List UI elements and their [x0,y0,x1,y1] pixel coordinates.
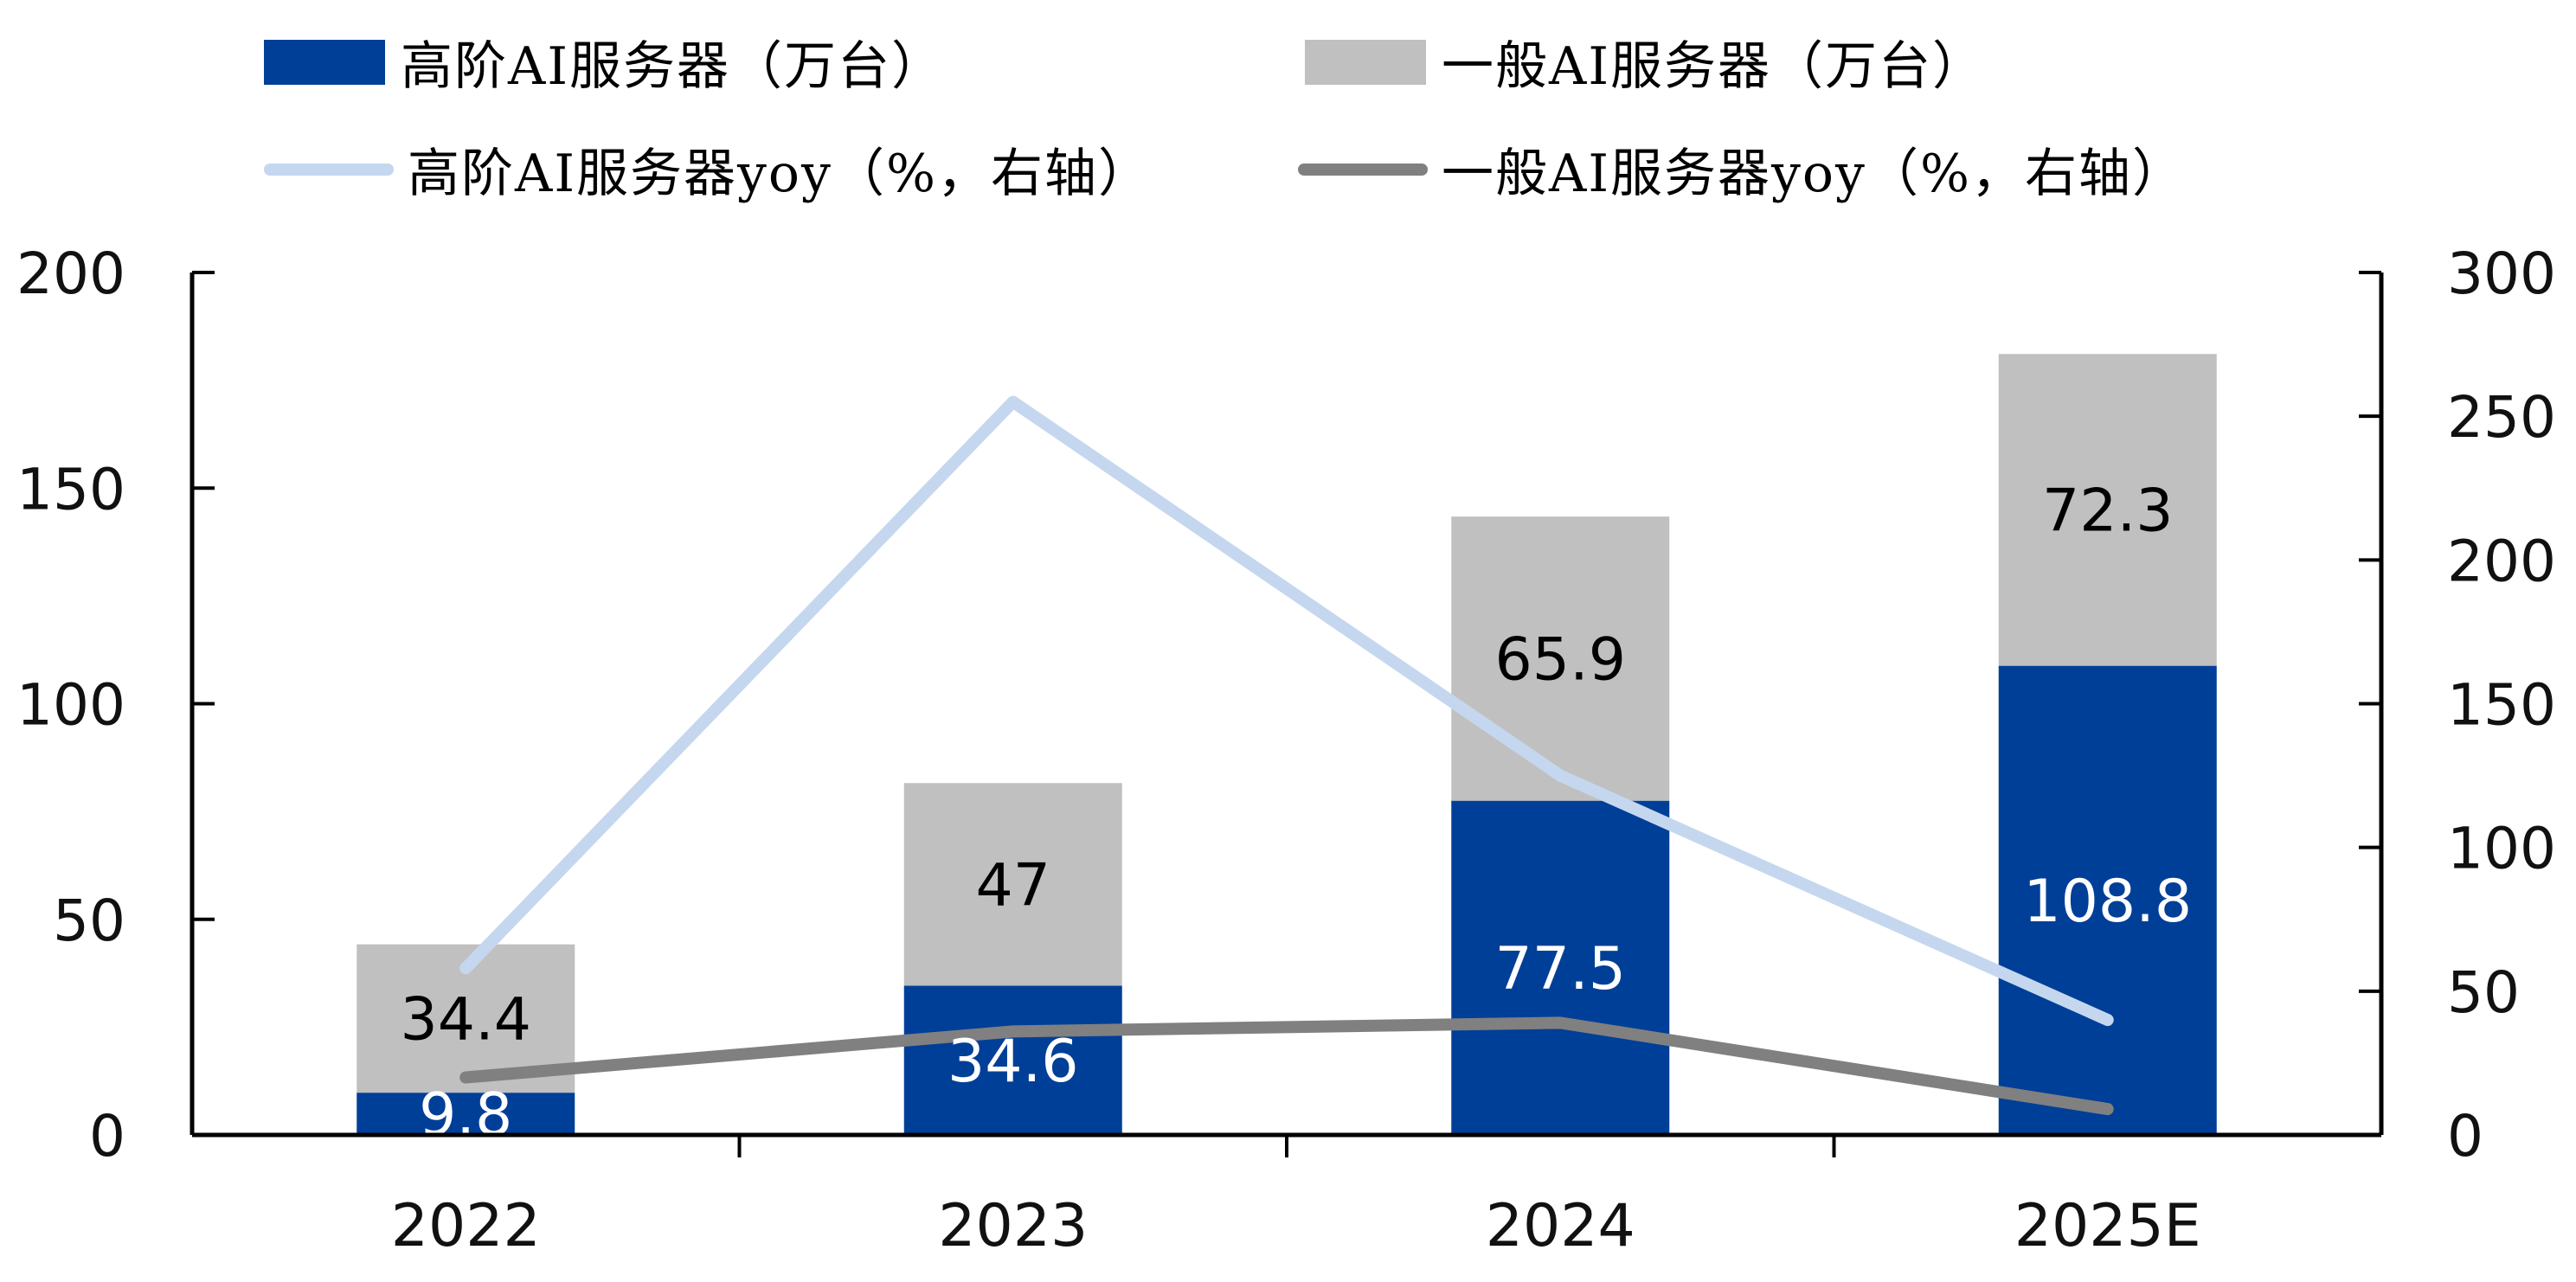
x-tick-label: 2024 [1486,1192,1635,1260]
bar-value-label: 77.5 [1495,935,1626,1003]
bar-segment [903,783,1122,986]
bar-segment [1998,665,2217,1135]
left-tick-label: 150 [16,456,125,522]
bar-value-label: 9.8 [419,1081,512,1150]
right-tick-label: 150 [2447,672,2556,739]
right-tick-label: 200 [2447,528,2556,594]
legend-item-general-bar: 一般AI服务器（万台） [1305,24,1986,99]
bar-segment [357,1093,575,1135]
x-tick-label: 2025E [2014,1192,2201,1260]
legend-label: 一般AI服务器yoy（%，右轴） [1442,144,2186,204]
legend-swatch [264,163,394,176]
bar-value-label: 72.3 [2042,477,2173,545]
yoy-line [459,1016,2114,1116]
legend-label: 高阶AI服务器yoy（%，右轴） [408,144,1152,204]
legend-item-general-yoy: 一般AI服务器yoy（%，右轴） [1298,131,2186,207]
bar-value-label: 108.8 [2023,868,2192,936]
left-tick-label: 50 [53,888,125,954]
bar-segment [1998,354,2217,666]
x-tick-label: 2023 [938,1192,1088,1260]
legend-swatch [1298,163,1428,176]
bar-value-label: 65.9 [1495,625,1626,694]
legend-swatch [1305,39,1426,85]
right-tick-label: 100 [2447,816,2556,882]
bar-segment [903,985,1122,1135]
bar-segment [1451,800,1670,1135]
bar-segment [1451,516,1670,801]
left-tick-label: 100 [16,672,125,739]
yoy-line [459,395,2114,1027]
bar-value-label: 47 [975,851,1050,920]
legend-label: 一般AI服务器（万台） [1442,36,1987,97]
left-tick-label: 0 [89,1103,125,1170]
legend-item-high-end-yoy: 高阶AI服务器yoy（%，右轴） [264,131,1152,207]
right-tick-label: 50 [2447,959,2520,1026]
legend-label: 高阶AI服务器（万台） [401,36,946,97]
bar-value-label: 34.6 [948,1028,1078,1096]
legend-swatch [264,39,385,85]
legend-item-high-end-bar: 高阶AI服务器（万台） [264,24,945,99]
left-tick-label: 200 [16,240,125,307]
bar-value-label: 34.4 [401,985,531,1054]
right-tick-label: 250 [2447,384,2556,451]
right-tick-label: 300 [2447,240,2556,307]
x-tick-label: 2022 [391,1192,541,1260]
right-tick-label: 0 [2447,1103,2483,1170]
